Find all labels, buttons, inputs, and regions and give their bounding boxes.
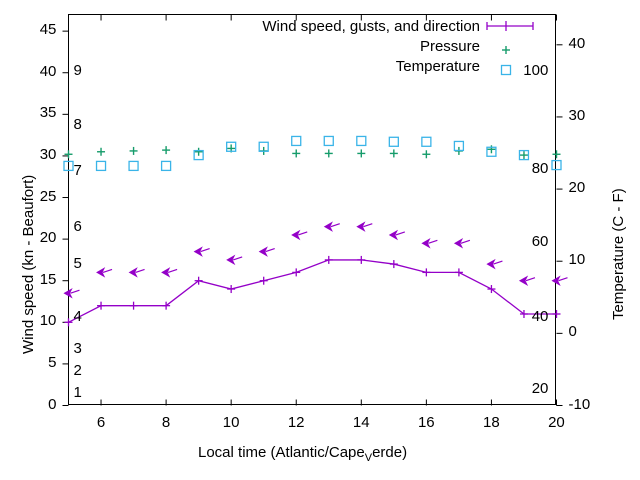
- legend-label-temperature: Temperature: [395, 58, 480, 75]
- y2-tick-label--10: -10: [568, 395, 591, 413]
- x-tick-label-16: 16: [417, 413, 435, 431]
- beaufort-label-6: 6: [73, 218, 82, 235]
- beaufort-label-4: 4: [73, 308, 82, 325]
- x-axis-title-pre: Local time (Atlantic/Cape: [198, 444, 365, 461]
- y2-tick-label-30: 30: [568, 106, 586, 124]
- x-tick-label-6: 6: [96, 413, 106, 431]
- y2-tick-label-10: 10: [568, 251, 586, 269]
- y-tick-label-0: 0: [48, 395, 57, 413]
- y2-axis-title: Temperature (C - F): [610, 188, 627, 320]
- x-tick-label-12: 12: [287, 413, 305, 431]
- legend-item-temperature[interactable]: Temperature: [230, 58, 480, 75]
- beaufort-label-9: 9: [73, 62, 82, 79]
- beaufort-label-7: 7: [73, 162, 82, 179]
- y-tick-label-30: 30: [39, 145, 57, 163]
- legend-label-wind: Wind speed, gusts, and direction: [262, 18, 480, 35]
- beaufort-label-1: 1: [73, 384, 82, 401]
- x-axis-title: Local time (Atlantic/CapeVerde): [198, 444, 407, 464]
- y-tick-label-20: 20: [39, 229, 57, 247]
- y-tick-label-15: 15: [39, 270, 57, 288]
- f-label-60: 60: [531, 233, 549, 250]
- y-axis-title: Wind speed (kn - Beaufort): [20, 174, 37, 354]
- y2-tick-label-40: 40: [568, 34, 586, 52]
- x-tick-label-14: 14: [352, 413, 370, 431]
- x-tick-label-8: 8: [161, 413, 171, 431]
- beaufort-label-8: 8: [73, 116, 82, 133]
- x-tick-label-18: 18: [483, 413, 500, 431]
- plot-area: [68, 14, 556, 405]
- y-tick-label-10: 10: [39, 312, 57, 330]
- y2-tick-label-20: 20: [568, 179, 586, 197]
- y-tick-label-35: 35: [39, 104, 57, 122]
- x-tick-label-10: 10: [222, 413, 240, 431]
- y-tick-label-25: 25: [39, 187, 57, 205]
- x-tick-label-20: 20: [548, 413, 565, 431]
- f-label-80: 80: [531, 160, 549, 177]
- x-axis-title-sub: V: [364, 452, 373, 464]
- y-tick-label-45: 45: [39, 21, 57, 39]
- beaufort-label-2: 2: [73, 362, 82, 379]
- y2-tick-label-0: 0: [568, 323, 577, 341]
- y-tick-label-40: 40: [39, 62, 57, 80]
- y-tick-label-5: 5: [48, 353, 57, 371]
- f-label-40: 40: [531, 308, 549, 325]
- legend-item-pressure[interactable]: Pressure: [230, 38, 480, 55]
- beaufort-label-3: 3: [73, 340, 82, 357]
- legend-label-pressure: Pressure: [419, 38, 480, 55]
- x-axis-title-post: erde): [372, 444, 408, 461]
- legend-item-wind[interactable]: Wind speed, gusts, and direction: [230, 18, 480, 35]
- f-label-20: 20: [531, 380, 549, 397]
- f-label-100: 100: [523, 62, 549, 79]
- beaufort-label-5: 5: [73, 255, 82, 272]
